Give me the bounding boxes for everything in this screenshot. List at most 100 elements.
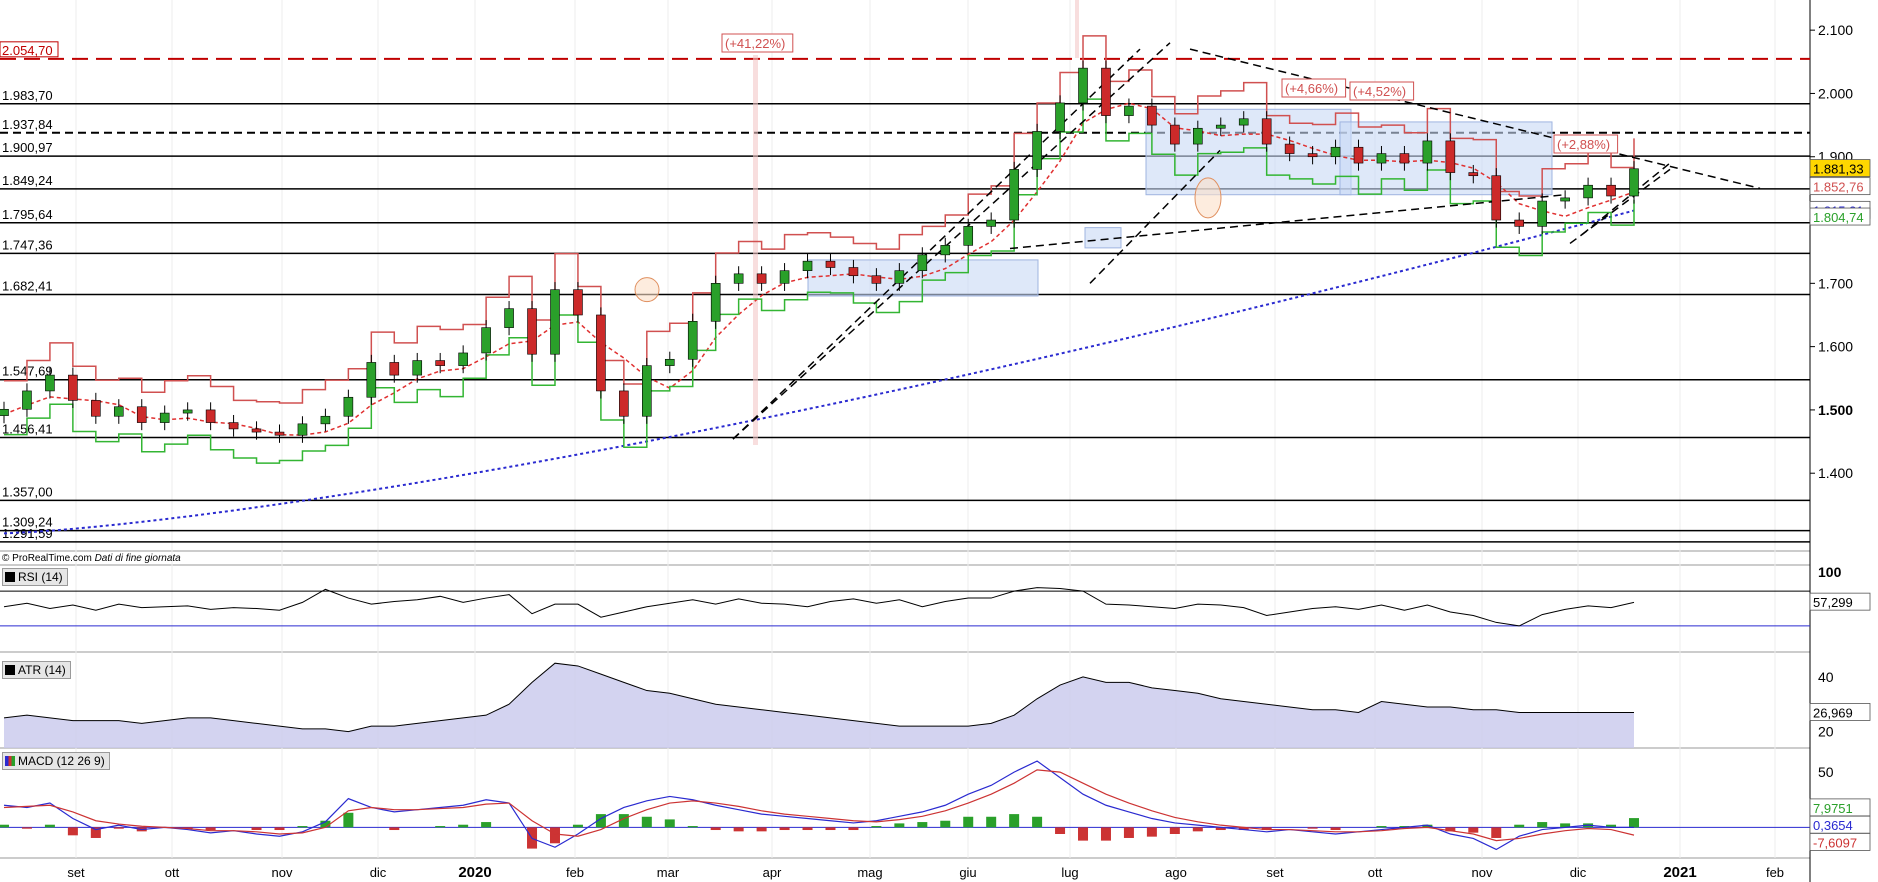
macd-hist-bar [1537, 822, 1548, 828]
macd-hist-bar [848, 827, 859, 831]
macd-hist-bar [687, 826, 698, 828]
time-axis-label: 2021 [1663, 864, 1696, 881]
macd-hist-bar [1560, 823, 1571, 828]
candle-body [1170, 124, 1180, 145]
macd-swatch-icon [5, 756, 15, 766]
highlight-circle [1194, 177, 1222, 219]
candles [0, 60, 1639, 443]
macd-hist-bar [664, 819, 675, 828]
price-level-label: 1.682,41 [2, 278, 53, 293]
candle-body [550, 289, 560, 355]
candle-body [504, 308, 514, 328]
macd-hist-bar [343, 812, 354, 828]
candle-body [1468, 172, 1479, 177]
time-axis-label: lug [1061, 865, 1078, 880]
macd-hist-bar [1215, 827, 1226, 831]
macd-hist-bar [44, 824, 55, 828]
candle-body [940, 245, 951, 256]
candle-body [1560, 197, 1570, 202]
macd-hist-bar [251, 827, 262, 831]
macd-hist-bar [1399, 826, 1410, 828]
rsi-title: RSI (14) [18, 570, 63, 584]
candle-body [1284, 143, 1295, 154]
price-level-label: 1.291,59 [2, 526, 53, 541]
macd-hist-bar [1055, 827, 1066, 834]
candle-body [756, 273, 767, 284]
last-value-label: 1.852,76 [1813, 180, 1864, 195]
candle-body [45, 374, 55, 392]
percent-annotation-box [1349, 81, 1415, 101]
price-axis-label: 2.000 [1818, 85, 1853, 101]
macd-hist-bar [205, 827, 216, 831]
macd-hist-bar [1009, 814, 1020, 828]
highlight-bar [753, 55, 758, 445]
candle-body [1353, 146, 1364, 164]
price-axis-label: 2.100 [1818, 22, 1853, 38]
atr-axis-label: 40 [1818, 669, 1834, 685]
price-axis-label: 1.600 [1818, 339, 1853, 355]
macd-hist-bar [1146, 827, 1157, 837]
rsi-last-tag [1809, 592, 1871, 611]
candle-body [113, 406, 124, 417]
macd-hist-bar [733, 827, 744, 832]
time-axis-label: ott [1368, 865, 1383, 880]
trend-line [1009, 193, 1566, 250]
candle-body [1399, 153, 1410, 164]
trend-line [1581, 162, 1671, 236]
percent-annotation-label: (+4,66%) [1285, 81, 1338, 96]
time-axis-label: feb [566, 865, 584, 880]
macd-hist-bar [894, 823, 905, 828]
macd-hist-bar [1238, 827, 1249, 831]
macd-last-label: 0,3654 [1813, 818, 1853, 833]
candle-body [1215, 124, 1226, 129]
time-axis-label: giu [959, 865, 976, 880]
macd-hist-bar [1032, 816, 1043, 828]
candle-body [458, 352, 468, 366]
macd-hist-bar [963, 816, 974, 828]
last-value-tag [1809, 207, 1871, 226]
rsi-pane-label[interactable]: RSI (14) [2, 568, 68, 586]
percent-annotation-box [1553, 134, 1619, 154]
macd-hist-bar [825, 827, 836, 831]
candle-body [1514, 219, 1525, 227]
candle-body [1193, 127, 1203, 145]
macd-last-tag [1809, 833, 1871, 851]
percent-annotation-label: (+41,22%) [725, 36, 785, 51]
time-axis-label: dic [1570, 865, 1587, 880]
candle-body [320, 415, 331, 425]
macd-last-label: 7,9751 [1813, 801, 1853, 816]
candle-body [251, 428, 262, 433]
lower-stop-line [4, 98, 1635, 464]
candle-body [1147, 105, 1157, 126]
macd-hist-bar [871, 826, 882, 828]
highlight-circle [634, 277, 660, 303]
time-axis-label: set [67, 865, 85, 880]
macd-hist-bar [481, 822, 492, 828]
candle-body [22, 390, 32, 410]
candle-body [917, 254, 928, 271]
candle-body [1307, 153, 1318, 158]
candle-body [1055, 102, 1065, 132]
atr-axis-label: 20 [1818, 724, 1834, 740]
macd-pane-label[interactable]: MACD (12 26 9) [2, 752, 110, 770]
atr-pane-label[interactable]: ATR (14) [2, 661, 71, 679]
price-axis-label: 1.500 [1818, 402, 1853, 418]
candle-body [527, 308, 537, 355]
candle-body [205, 409, 216, 423]
percent-annotation-box [721, 33, 794, 53]
price-axis-label: 1.700 [1818, 275, 1853, 291]
last-value-label: 1.804,74 [1813, 210, 1864, 225]
rsi-last-label: 57,299 [1813, 595, 1853, 610]
candle-body [136, 406, 147, 423]
trend-line [1189, 48, 1761, 190]
candle-body [733, 273, 744, 284]
macd-hist-bar [1376, 826, 1387, 828]
atr-area [4, 663, 1634, 748]
time-axis-label: apr [763, 865, 782, 880]
candle-body [1445, 140, 1456, 173]
candle-body [802, 260, 813, 271]
macd-hist-bar [1422, 824, 1433, 828]
rsi-axis-label: 100 [1818, 564, 1842, 580]
candle-body [412, 360, 423, 376]
